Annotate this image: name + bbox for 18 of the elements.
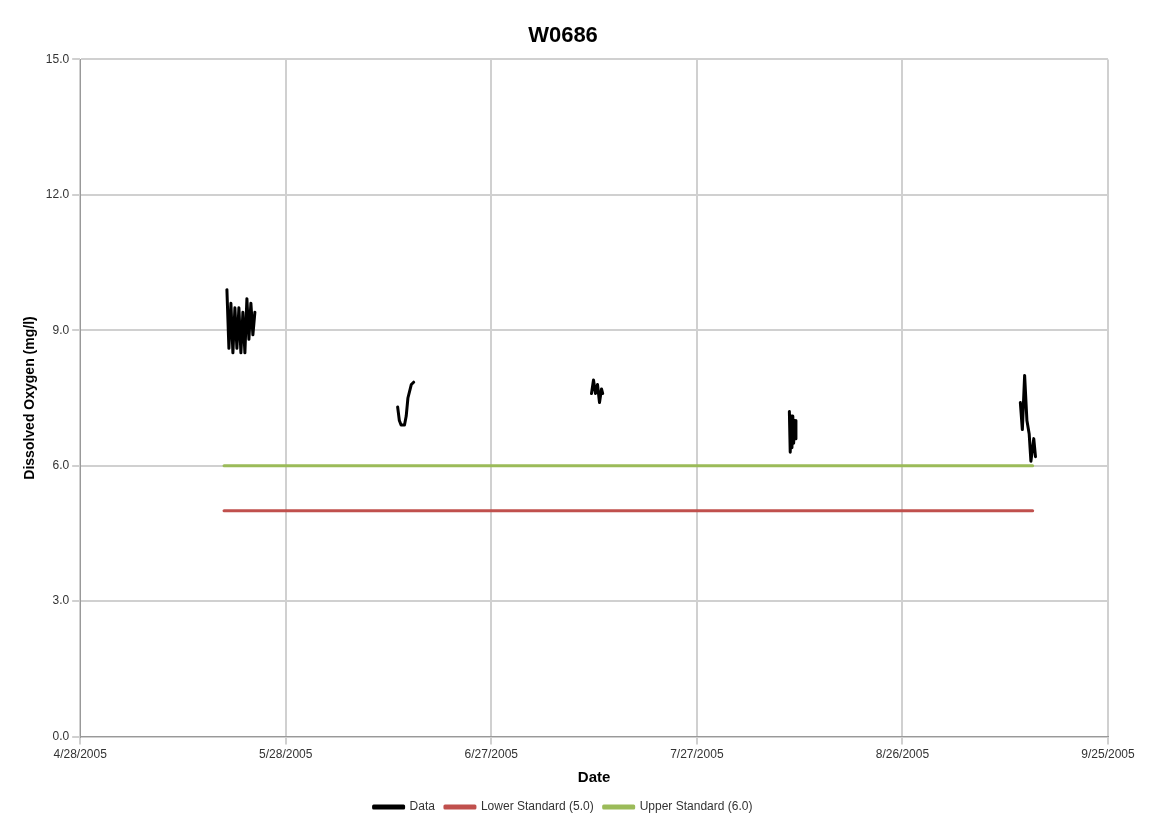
x-tick-label: 6/27/2005 [464, 747, 519, 762]
y-tick-label: 15.0 [45, 51, 70, 66]
y-tick-label: 6.0 [52, 458, 70, 473]
y-tick-label: 3.0 [52, 593, 70, 608]
x-tick-label: 9/25/2005 [1081, 747, 1136, 762]
x-tick-label: 4/28/2005 [53, 747, 108, 762]
y-tick-label: 9.0 [52, 322, 70, 337]
x-tick-label: 8/26/2005 [875, 747, 930, 762]
x-axis-title: Date [577, 768, 611, 786]
chart-title: W0686 [528, 22, 598, 48]
legend-label: Lower Standard (5.0) [480, 799, 594, 814]
y-tick-label: 0.0 [52, 728, 70, 743]
legend-label: Upper Standard (6.0) [639, 799, 753, 814]
y-tick-label: 12.0 [45, 187, 70, 202]
y-axis-title: Dissolved Oxygen (mg/l) [21, 316, 38, 480]
x-tick-label: 5/28/2005 [259, 747, 313, 762]
x-tick-label: 7/27/2005 [670, 747, 724, 762]
legend-label: Data [409, 799, 436, 814]
